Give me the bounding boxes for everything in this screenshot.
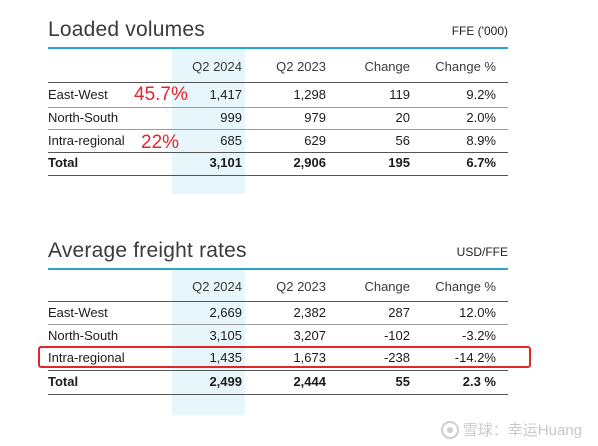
cell-q2-2023: 1,298 xyxy=(293,87,326,102)
loaded-volumes-title: Loaded volumes xyxy=(48,18,205,41)
total-q2-2024: 2,499 xyxy=(209,374,242,389)
cell-q2-2023: 2,382 xyxy=(293,305,326,320)
table-row: East-West 2,669 2,382 287 12.0% xyxy=(48,302,508,324)
watermark-text: 雪球：幸运Huang xyxy=(462,422,582,439)
total-change: 55 xyxy=(395,374,410,389)
cell-q2-2023: 979 xyxy=(304,110,326,125)
cell-change-pct: -3.2% xyxy=(462,328,496,343)
cell-q2-2023: 1,673 xyxy=(293,350,326,365)
title-rule xyxy=(48,268,508,270)
table-row: North-South 3,105 3,207 -102 -3.2% xyxy=(48,325,508,347)
header-divider xyxy=(48,82,508,83)
header-q2-2023: Q2 2023 xyxy=(276,279,326,294)
cell-q2-2023: 629 xyxy=(304,133,326,148)
table-header-row: Q2 2024 Q2 2023 Change Change % xyxy=(48,56,508,78)
table-row: East-West 1,417 1,298 119 9.2% xyxy=(48,84,508,106)
cell-change-pct: 9.2% xyxy=(466,87,496,102)
watermark: 雪球：幸运Huang xyxy=(440,419,582,440)
row-label: North-South xyxy=(48,328,119,343)
cell-q2-2024: 999 xyxy=(220,110,242,125)
row-label: East-West xyxy=(48,305,108,320)
cell-change: -238 xyxy=(383,350,410,365)
cell-change: 287 xyxy=(388,305,410,320)
table-row-highlighted: Intra-regional 1,435 1,673 -238 -14.2% xyxy=(48,347,508,369)
cell-q2-2024: 685 xyxy=(220,133,242,148)
table-row: North-South 999 979 20 2.0% xyxy=(48,107,508,129)
loaded-volumes-unit: FFE ('000) xyxy=(451,24,508,38)
total-q2-2023: 2,444 xyxy=(293,374,326,389)
header-change: Change xyxy=(364,59,410,74)
header-divider xyxy=(48,301,508,302)
total-label: Total xyxy=(48,374,79,389)
cell-q2-2024: 3,105 xyxy=(209,328,242,343)
intra-regional-highlight-box xyxy=(38,346,531,368)
row-label: Intra-regional xyxy=(48,350,125,365)
row-label: North-South xyxy=(48,110,119,125)
row-divider xyxy=(48,107,508,108)
cell-change-pct: 8.9% xyxy=(466,133,496,148)
cell-change: 119 xyxy=(389,87,410,102)
total-change-pct: 2.3 % xyxy=(462,374,496,389)
row-divider xyxy=(48,129,508,130)
q2-2024-column-shade xyxy=(172,49,245,194)
cell-change: 20 xyxy=(395,110,410,125)
freight-rates-title: Average freight rates xyxy=(48,239,247,262)
title-rule xyxy=(48,47,508,49)
table-bottom-rule xyxy=(48,394,508,395)
cell-q2-2024: 1,417 xyxy=(209,87,242,102)
header-change: Change xyxy=(364,279,410,294)
east-west-share-annotation: 45.7% xyxy=(134,84,188,105)
cell-q2-2024: 2,669 xyxy=(209,305,242,320)
row-divider xyxy=(48,324,508,325)
cell-change-pct: -14.2% xyxy=(454,350,496,365)
cell-q2-2023: 3,207 xyxy=(293,328,326,343)
cell-change: 56 xyxy=(395,133,410,148)
loaded-volumes-section: Loaded volumes FFE ('000) Q2 2024 Q2 202… xyxy=(48,18,508,194)
cell-q2-2024: 1,435 xyxy=(209,350,242,365)
table-header-row: Q2 2024 Q2 2023 Change Change % xyxy=(48,276,508,298)
total-divider xyxy=(48,152,508,153)
table-row: Intra-regional 685 629 56 8.9% xyxy=(48,130,508,152)
cell-change: -102 xyxy=(383,328,410,343)
total-q2-2023: 2,906 xyxy=(293,155,326,170)
snowball-logo-icon xyxy=(440,420,459,439)
header-change-pct: Change % xyxy=(435,59,496,74)
freight-rates-unit: USD/FFE xyxy=(456,245,508,259)
total-divider xyxy=(48,370,508,371)
total-row: Total 3,101 2,906 195 6.7% xyxy=(48,152,508,174)
header-q2-2024: Q2 2024 xyxy=(192,59,242,74)
row-label: Intra-regional xyxy=(48,133,125,148)
cell-change-pct: 12.0% xyxy=(459,305,496,320)
total-change: 195 xyxy=(388,155,410,170)
cell-change-pct: 2.0% xyxy=(466,110,496,125)
total-label: Total xyxy=(48,155,79,170)
freight-rates-section: Average freight rates USD/FFE Q2 2024 Q2… xyxy=(48,239,508,415)
q2-2024-column-shade xyxy=(172,270,245,415)
header-change-pct: Change % xyxy=(435,279,496,294)
header-q2-2024: Q2 2024 xyxy=(192,279,242,294)
table-bottom-rule xyxy=(48,175,508,176)
row-label: East-West xyxy=(48,87,108,102)
total-row: Total 2,499 2,444 55 2.3 % xyxy=(48,371,508,393)
intra-regional-share-annotation: 22% xyxy=(141,132,180,153)
total-change-pct: 6.7% xyxy=(466,155,496,170)
header-q2-2023: Q2 2023 xyxy=(276,59,326,74)
total-q2-2024: 3,101 xyxy=(209,155,242,170)
